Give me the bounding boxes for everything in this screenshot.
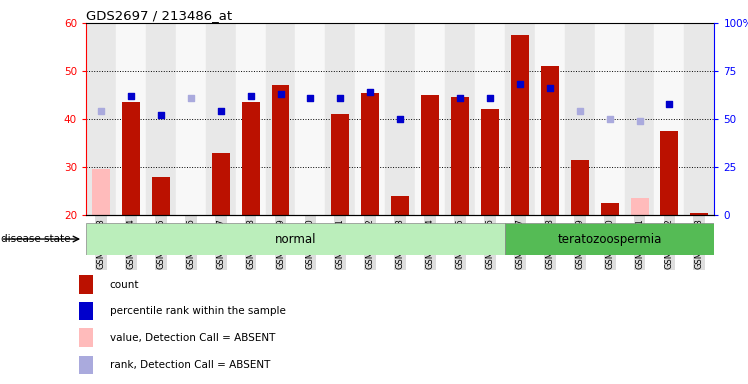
Bar [212, 152, 230, 215]
Bar [391, 196, 409, 215]
Text: teratozoospermia: teratozoospermia [557, 233, 662, 245]
Bar [660, 131, 678, 215]
Bar [385, 23, 415, 215]
Bar [146, 23, 176, 215]
Bar [176, 23, 206, 215]
Text: disease state: disease state [1, 234, 70, 244]
Bar [684, 23, 714, 215]
Bar [505, 223, 714, 255]
Point [95, 108, 107, 114]
Point [155, 112, 167, 118]
Bar [79, 275, 93, 294]
Bar [654, 23, 684, 215]
Point [454, 95, 466, 101]
Bar [116, 23, 146, 215]
Point [604, 116, 616, 122]
Bar [475, 23, 505, 215]
Bar [361, 93, 379, 215]
Point [394, 116, 406, 122]
Bar [266, 23, 295, 215]
Point [275, 91, 286, 97]
Point [663, 101, 675, 107]
Bar [206, 23, 236, 215]
Bar [295, 23, 325, 215]
Point [544, 85, 556, 91]
Bar [631, 198, 649, 215]
Bar [79, 302, 93, 320]
Text: percentile rank within the sample: percentile rank within the sample [110, 306, 286, 316]
Point [245, 93, 257, 99]
Point [334, 95, 346, 101]
Point [304, 95, 316, 101]
Point [484, 95, 496, 101]
Bar [571, 160, 589, 215]
Bar [505, 23, 535, 215]
Bar [236, 23, 266, 215]
Bar [541, 66, 559, 215]
Point [185, 95, 197, 101]
Bar [325, 23, 355, 215]
Bar [79, 328, 93, 347]
Bar [601, 203, 619, 215]
Bar [331, 114, 349, 215]
Bar [122, 102, 140, 215]
Bar [355, 23, 385, 215]
Point [574, 108, 586, 114]
Text: GDS2697 / 213486_at: GDS2697 / 213486_at [86, 9, 232, 22]
Bar [690, 213, 708, 215]
Point [514, 81, 526, 88]
Bar [272, 85, 289, 215]
Point [215, 108, 227, 114]
Bar [415, 23, 445, 215]
Bar [152, 177, 170, 215]
Bar [535, 23, 565, 215]
Bar [625, 23, 654, 215]
Text: value, Detection Call = ABSENT: value, Detection Call = ABSENT [110, 333, 275, 343]
Bar [595, 23, 625, 215]
Bar [565, 23, 595, 215]
Bar [451, 98, 469, 215]
Text: rank, Detection Call = ABSENT: rank, Detection Call = ABSENT [110, 360, 270, 370]
Bar [445, 23, 475, 215]
Point [125, 93, 137, 99]
Point [634, 118, 646, 124]
Bar [242, 102, 260, 215]
Text: count: count [110, 280, 139, 290]
Bar [86, 23, 116, 215]
Bar [481, 109, 499, 215]
Bar [86, 223, 505, 255]
Text: normal: normal [275, 233, 316, 245]
Bar [79, 356, 93, 374]
Point [364, 89, 376, 95]
Bar [421, 95, 439, 215]
Bar [511, 35, 529, 215]
Bar [92, 169, 110, 215]
